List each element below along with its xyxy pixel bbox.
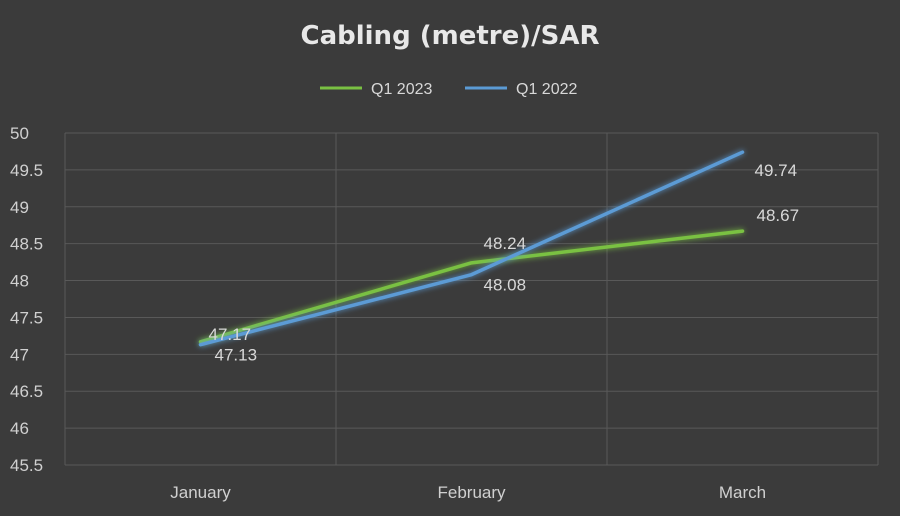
y-tick-label: 47.5 xyxy=(10,308,43,327)
y-axis-ticks: 45.5 46 46.5 47 47.5 48 48.5 49 49.5 50 xyxy=(10,124,43,475)
data-label: 49.74 xyxy=(755,161,798,180)
chart-title: Cabling (metre)/SAR xyxy=(301,21,600,51)
y-tick-label: 48 xyxy=(10,272,29,291)
y-tick-label: 47 xyxy=(10,345,29,364)
x-category-label: February xyxy=(437,483,506,502)
x-axis-categories: January February March xyxy=(170,483,766,502)
series-line xyxy=(198,229,745,344)
data-label: 48.24 xyxy=(484,234,527,253)
grid xyxy=(64,132,879,466)
legend-item: Q1 2023 xyxy=(320,81,432,98)
data-label: 48.08 xyxy=(484,276,527,295)
x-category-label: January xyxy=(170,483,231,502)
data-label: 47.13 xyxy=(215,346,258,365)
data-labels: 47.17 48.24 48.67 47.13 48.08 49.74 xyxy=(209,161,800,365)
series-line xyxy=(198,150,745,347)
y-tick-label: 45.5 xyxy=(10,456,43,475)
y-tick-label: 46.5 xyxy=(10,382,43,401)
y-tick-label: 50 xyxy=(10,124,29,143)
legend-label: Q1 2022 xyxy=(516,81,577,98)
y-tick-label: 49.5 xyxy=(10,161,43,180)
y-tick-label: 46 xyxy=(10,419,29,438)
legend-label: Q1 2023 xyxy=(371,81,432,98)
series-lines xyxy=(198,150,745,347)
y-tick-label: 49 xyxy=(10,198,29,217)
legend: Q1 2023 Q1 2022 xyxy=(320,81,577,98)
legend-item: Q1 2022 xyxy=(465,81,577,98)
x-category-label: March xyxy=(719,483,766,502)
y-tick-label: 48.5 xyxy=(10,235,43,254)
data-label: 47.17 xyxy=(209,325,252,344)
data-label: 48.67 xyxy=(757,206,800,225)
